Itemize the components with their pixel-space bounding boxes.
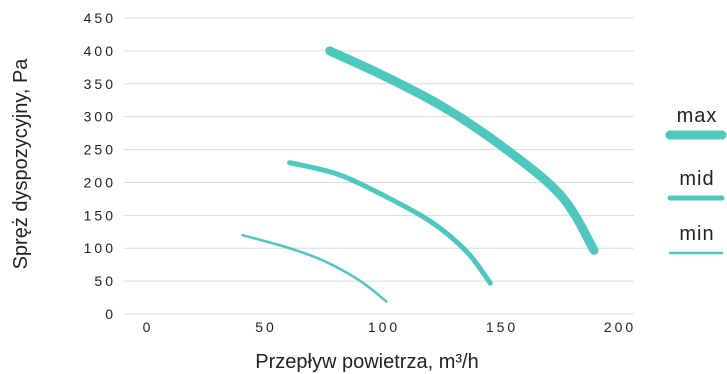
series-lines <box>241 46 599 303</box>
x-axis-title: Przepływ powietrza, m³/h <box>255 351 478 373</box>
legend: max mid min <box>665 105 727 255</box>
y-tick-label: 50 <box>94 273 116 289</box>
y-tick-label: 450 <box>84 10 116 26</box>
y-tick-label: 250 <box>84 142 116 158</box>
x-tick-label: 150 <box>486 319 518 335</box>
x-tick-label: 100 <box>368 319 400 335</box>
series-line-max <box>325 46 599 255</box>
y-tick-label: 350 <box>84 76 116 92</box>
x-tick-label: 0 <box>143 319 154 335</box>
legend-label-mid: mid <box>679 168 714 190</box>
x-tick-label: 50 <box>255 319 277 335</box>
y-tick-label: 400 <box>84 43 116 59</box>
y-tick-label: 0 <box>105 306 116 322</box>
y-tick-label: 150 <box>84 207 116 223</box>
y-tick-label: 100 <box>84 240 116 256</box>
series-line-min <box>241 233 388 303</box>
x-tick-labels: 0 50 100 150 200 <box>143 319 636 335</box>
grid-lines <box>124 17 634 315</box>
y-tick-labels: 0 50 100 150 200 250 300 350 400 450 <box>84 10 116 322</box>
legend-label-max: max <box>677 105 718 127</box>
y-axis-title: Spręż dyspozycyjny, Pa <box>10 58 32 270</box>
series-line-mid <box>287 160 493 286</box>
x-tick-label: 200 <box>604 319 636 335</box>
legend-label-min: min <box>679 223 714 245</box>
y-tick-label: 300 <box>84 109 116 125</box>
y-tick-label: 200 <box>84 174 116 190</box>
